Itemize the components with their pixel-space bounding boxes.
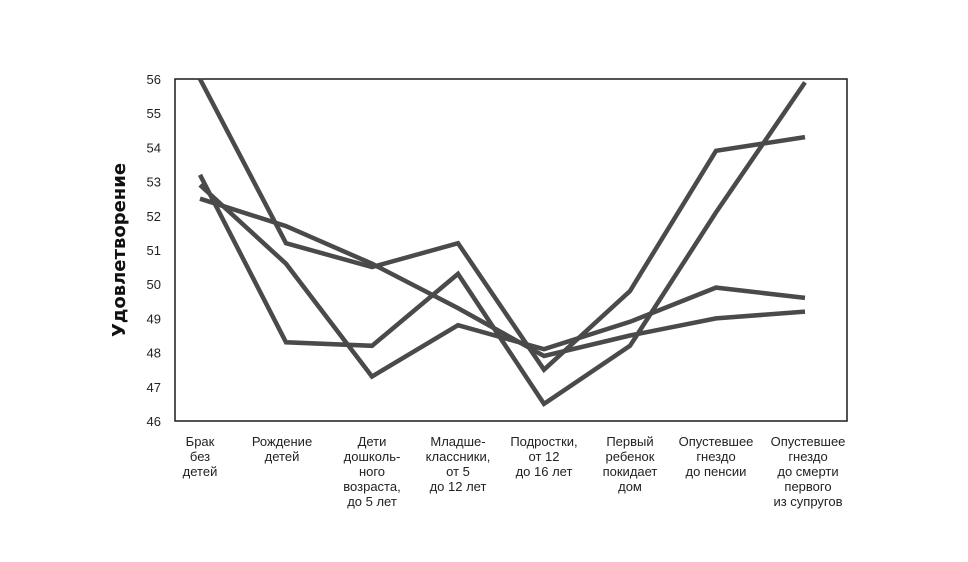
x-category-label: Опустевшее гнездо до смерти первого из супру… xyxy=(771,434,846,509)
series-line-4 xyxy=(199,196,806,359)
series-line-1 xyxy=(198,77,806,374)
y-tick-label: 48 xyxy=(147,346,161,361)
y-tick-label: 55 xyxy=(147,106,161,121)
y-tick-label: 49 xyxy=(147,311,161,326)
y-tick-label: 52 xyxy=(147,209,161,224)
x-category-label: Подростки, от 12 до 16 лет xyxy=(510,434,577,479)
y-axis-ticks: 46 47 48 49 50 51 52 53 54 55 56 xyxy=(147,72,161,429)
y-tick-label: 51 xyxy=(147,243,161,258)
series-lines xyxy=(197,77,807,408)
y-tick-label: 54 xyxy=(147,140,161,155)
plot-frame xyxy=(174,78,848,422)
x-category-label: Брак без детей xyxy=(183,434,218,479)
x-category-label: Младше-классники, от 5 до 12 лет xyxy=(426,434,491,494)
series-line-3 xyxy=(198,183,806,380)
x-category-label: Первый ребенок покидает дом xyxy=(603,434,658,494)
y-tick-label: 56 xyxy=(147,72,161,87)
plot-border xyxy=(174,78,848,422)
x-category-label: Опустевшее гнездо до пенсии xyxy=(679,434,754,479)
x-axis-categories: Брак без детей Рождение детей Дети дошколь-ног… xyxy=(183,434,846,509)
y-tick-label: 47 xyxy=(147,380,161,395)
y-tick-label: 46 xyxy=(147,414,161,429)
y-axis-label: Удовлетворение xyxy=(109,163,130,337)
x-category-label: Рождение детей xyxy=(252,434,312,464)
y-tick-label: 50 xyxy=(147,277,161,292)
x-category-label: Дети дошколь-ного возраста, до 5 лет xyxy=(343,434,400,509)
y-tick-label: 53 xyxy=(147,175,161,190)
